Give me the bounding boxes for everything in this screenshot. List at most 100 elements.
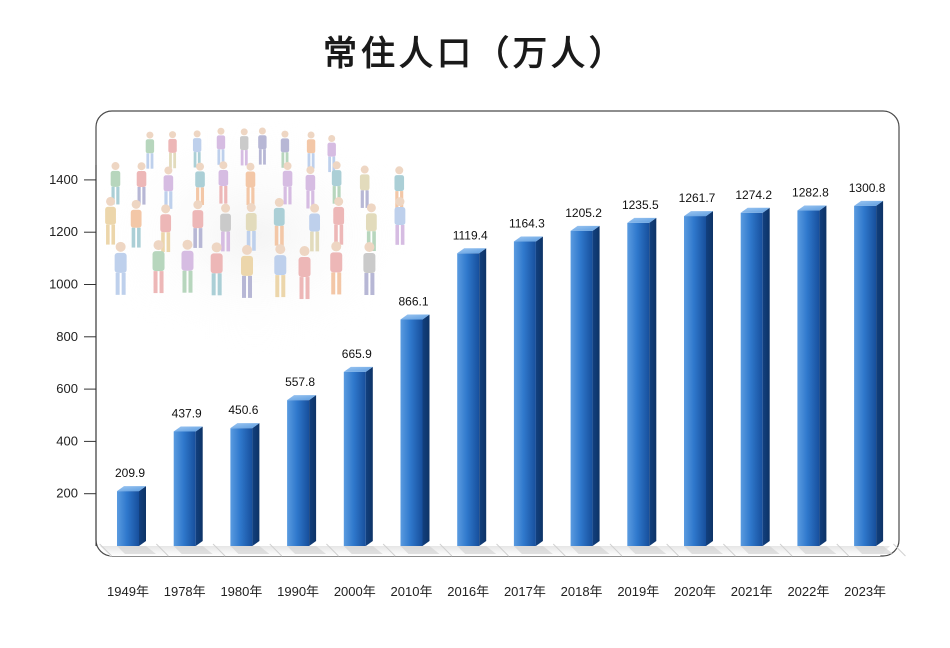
bar-value-label: 450.6 [228, 403, 258, 417]
person-figure [220, 203, 231, 252]
bar [740, 207, 780, 554]
bar-shadow [684, 546, 723, 554]
x-category-label: 2000年 [334, 584, 376, 599]
person-figure [394, 197, 406, 245]
bar [400, 314, 440, 554]
bar-side [762, 207, 770, 547]
x-category-label: 2021年 [731, 584, 773, 599]
floor-grid-line [439, 543, 453, 557]
bar [854, 200, 894, 554]
bar-top [343, 366, 373, 372]
x-category-label: 2022年 [787, 584, 829, 599]
person-figure [282, 161, 293, 205]
y-axis: 200 400 600 800 1000 1200 1400 [49, 165, 97, 546]
person-figure [195, 162, 205, 206]
person-figure [152, 240, 165, 294]
bar-top [457, 248, 487, 254]
bar-side [876, 200, 884, 546]
x-category-label: 2023年 [844, 584, 886, 599]
x-category-label: 1980年 [220, 584, 262, 599]
bar-shadow [627, 546, 667, 554]
bar [457, 248, 497, 554]
person-figure [192, 200, 204, 248]
floor-grid-line [722, 543, 736, 557]
floor-grid-line [382, 543, 396, 557]
person-figure [359, 165, 370, 208]
chart-title: 常住人口（万人） [323, 34, 627, 74]
bar [684, 211, 723, 554]
bar-value-label: 866.1 [398, 295, 428, 309]
bar-top [854, 200, 884, 206]
person-figure [181, 239, 194, 293]
bar-front [513, 241, 536, 546]
person-figure [168, 131, 177, 169]
bar-side [309, 395, 317, 546]
person-figure [245, 203, 257, 251]
bar-side [139, 486, 146, 546]
person-figure [110, 162, 121, 205]
bar-shadow [173, 546, 213, 554]
bar-shadow [343, 546, 383, 554]
floor-grid-line [552, 543, 566, 557]
bar-side [422, 314, 430, 546]
bar [627, 217, 667, 554]
floor-grid-line [99, 543, 113, 557]
person-figure [306, 131, 316, 169]
bar-shadow [230, 546, 270, 554]
bar-side [365, 366, 373, 546]
bar-value-label: 1274.2 [735, 188, 772, 202]
bar-value-label: 1300.8 [849, 181, 886, 195]
bar-shadow [287, 546, 327, 554]
category-labels: 1949年 1978年 1980年 1990年 2000年 2010年 2016年 2017年… [107, 584, 886, 599]
bar-top [117, 486, 146, 492]
bar-top [740, 207, 770, 213]
bar-shadow [570, 546, 610, 554]
bar-side [535, 236, 543, 546]
floor-grid-line [893, 543, 906, 557]
bars-group [117, 200, 894, 554]
bar [570, 225, 610, 554]
bar-top [797, 205, 827, 211]
bar [797, 205, 837, 554]
bar-value-label: 665.9 [342, 347, 372, 361]
crowd-illustration [90, 115, 420, 355]
bar-top [513, 236, 543, 242]
bar [117, 486, 156, 554]
y-tick-label: 400 [56, 433, 78, 448]
floor-grid-line [666, 543, 680, 557]
bar-front [740, 212, 763, 547]
bar-front [400, 319, 423, 546]
bar-value-label: 1205.2 [565, 206, 602, 220]
bar-value-label: 1282.8 [792, 186, 829, 200]
person-figure [160, 204, 172, 253]
person-figure [273, 197, 285, 246]
bar-value-label: 1164.3 [509, 217, 545, 231]
bar [230, 423, 270, 554]
x-category-label: 2018年 [561, 584, 603, 599]
bar-front [287, 400, 310, 546]
person-figure [216, 127, 226, 165]
bar-side [195, 426, 203, 546]
bar [343, 366, 383, 554]
bar-front [570, 230, 593, 546]
floor-grid-line [326, 543, 339, 557]
value-labels: 209.9 437.9 450.6 557.8 665.9 866.1 1119.4 1164… [115, 181, 886, 480]
floor-grid-line [836, 543, 850, 557]
bar-side [649, 217, 657, 546]
x-category-label: 1949年 [107, 584, 149, 599]
bar-front [117, 491, 139, 546]
bar-shadow [513, 546, 553, 554]
person-figure [241, 244, 254, 298]
person-figure [258, 127, 267, 165]
person-figure [218, 161, 229, 204]
bar-top [400, 314, 430, 320]
floor-grid-line [269, 543, 283, 557]
x-category-label: 2010年 [391, 584, 433, 599]
person-figure [130, 199, 142, 248]
bar-shadow [854, 546, 894, 554]
person-figure [105, 196, 116, 245]
bar-value-label: 557.8 [285, 375, 315, 389]
person-figure [330, 241, 343, 295]
floor-grid-line [779, 543, 793, 557]
